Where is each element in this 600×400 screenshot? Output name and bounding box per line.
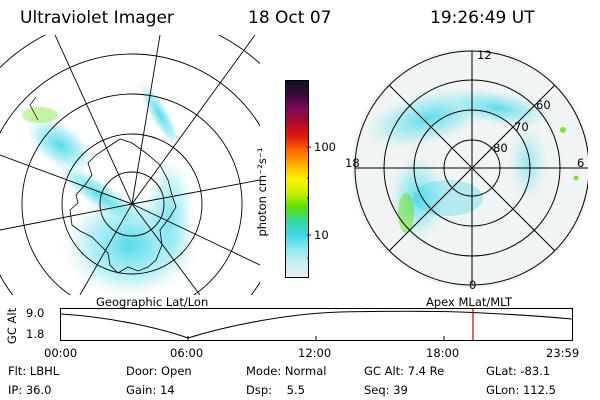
timeline-tick-4: 23:59 — [546, 346, 580, 360]
geo-caption: Geographic Lat/Lon — [96, 295, 209, 309]
gc-alt-value: 7.4 Re — [407, 364, 445, 378]
colorbar-axis — [307, 117, 311, 259]
geographic-map — [0, 35, 260, 295]
seq-label: Seq: — [364, 383, 390, 397]
door-param: Door: Open — [126, 364, 192, 378]
ip-param: IP: 36.0 — [8, 383, 51, 397]
gc-alt-param: GC Alt: 7.4 Re — [364, 364, 444, 378]
gain-param: Gain: 14 — [126, 383, 175, 397]
dsp-param: Dsp: 5.5 — [246, 383, 305, 397]
time-label: 19:26:49 UT — [430, 8, 535, 28]
glon-label: GLon: — [486, 383, 520, 397]
mlat-60-label: 60 — [536, 98, 551, 112]
mlat-80-label: 80 — [493, 141, 508, 155]
filter-param: Flt: LBHL — [8, 364, 59, 378]
mlt-0-label: 0 — [469, 278, 477, 292]
apex-polar-plot — [352, 48, 588, 288]
seq-param: Seq: 39 — [364, 383, 408, 397]
filter-value: LBHL — [29, 364, 60, 378]
graticule — [0, 35, 260, 295]
date-label: 18 Oct 07 — [248, 8, 332, 28]
filter-label: Flt: — [8, 364, 27, 378]
glat-param: GLat: -83.1 — [486, 364, 550, 378]
aurora-glow — [22, 107, 58, 123]
timeline-tick-1: 06:00 — [170, 346, 204, 360]
timeline-y-low: 1.8 — [26, 327, 45, 341]
colorbar-tick-100: 100 — [314, 140, 336, 154]
glat-label: GLat: — [486, 364, 517, 378]
aurora-glow — [508, 123, 548, 203]
mode-label: Mode: — [246, 364, 282, 378]
mlt-6-label: 6 — [577, 156, 585, 170]
timeline-y-high: 9.0 — [26, 306, 45, 320]
aurora-glow — [398, 193, 414, 233]
aurora-glow — [388, 153, 448, 243]
timeline-tick-0: 00:00 — [44, 346, 78, 360]
gc-alt-label: GC Alt: — [364, 364, 405, 378]
dsp-label: Dsp: — [246, 383, 273, 397]
colorbar-unit-label: photon cm⁻²s⁻¹ — [255, 147, 269, 237]
gain-value: 14 — [159, 383, 175, 397]
altitude-curve — [60, 310, 573, 339]
ip-label: IP: — [8, 383, 23, 397]
color-scale — [285, 80, 309, 278]
aurora-glow — [145, 155, 195, 275]
apex-caption: Apex MLat/MLT — [426, 295, 513, 309]
door-value: Open — [160, 364, 192, 378]
aurora-glow — [54, 161, 146, 229]
timeline-axis-title: GC Alt — [5, 307, 19, 345]
instrument-title: Ultraviolet Imager — [20, 8, 174, 28]
polar-grid — [354, 50, 588, 286]
door-label: Door: — [126, 364, 158, 378]
aurora-glow — [413, 180, 483, 216]
timeline-tick-2: 12:00 — [298, 346, 332, 360]
orbit-altitude-plot — [60, 308, 573, 341]
glon-value: 112.5 — [522, 383, 556, 397]
aurora-glow — [138, 80, 182, 150]
gain-label: Gain: — [126, 383, 157, 397]
mlt-12-label: 12 — [477, 48, 492, 62]
glat-value: -83.1 — [520, 364, 551, 378]
ip-value: 36.0 — [25, 383, 52, 397]
colorbar-tick-10: 10 — [314, 228, 329, 242]
timeline-tick-3: 18:00 — [426, 346, 460, 360]
dsp-value: 5.5 — [286, 383, 305, 397]
mode-value: Normal — [284, 364, 327, 378]
seq-value: 39 — [393, 383, 408, 397]
mlt-18-label: 18 — [345, 156, 360, 170]
mode-param: Mode: Normal — [246, 364, 326, 378]
coastline — [69, 138, 177, 274]
mlat-70-label: 70 — [514, 120, 529, 134]
glon-param: GLon: 112.5 — [486, 383, 556, 397]
